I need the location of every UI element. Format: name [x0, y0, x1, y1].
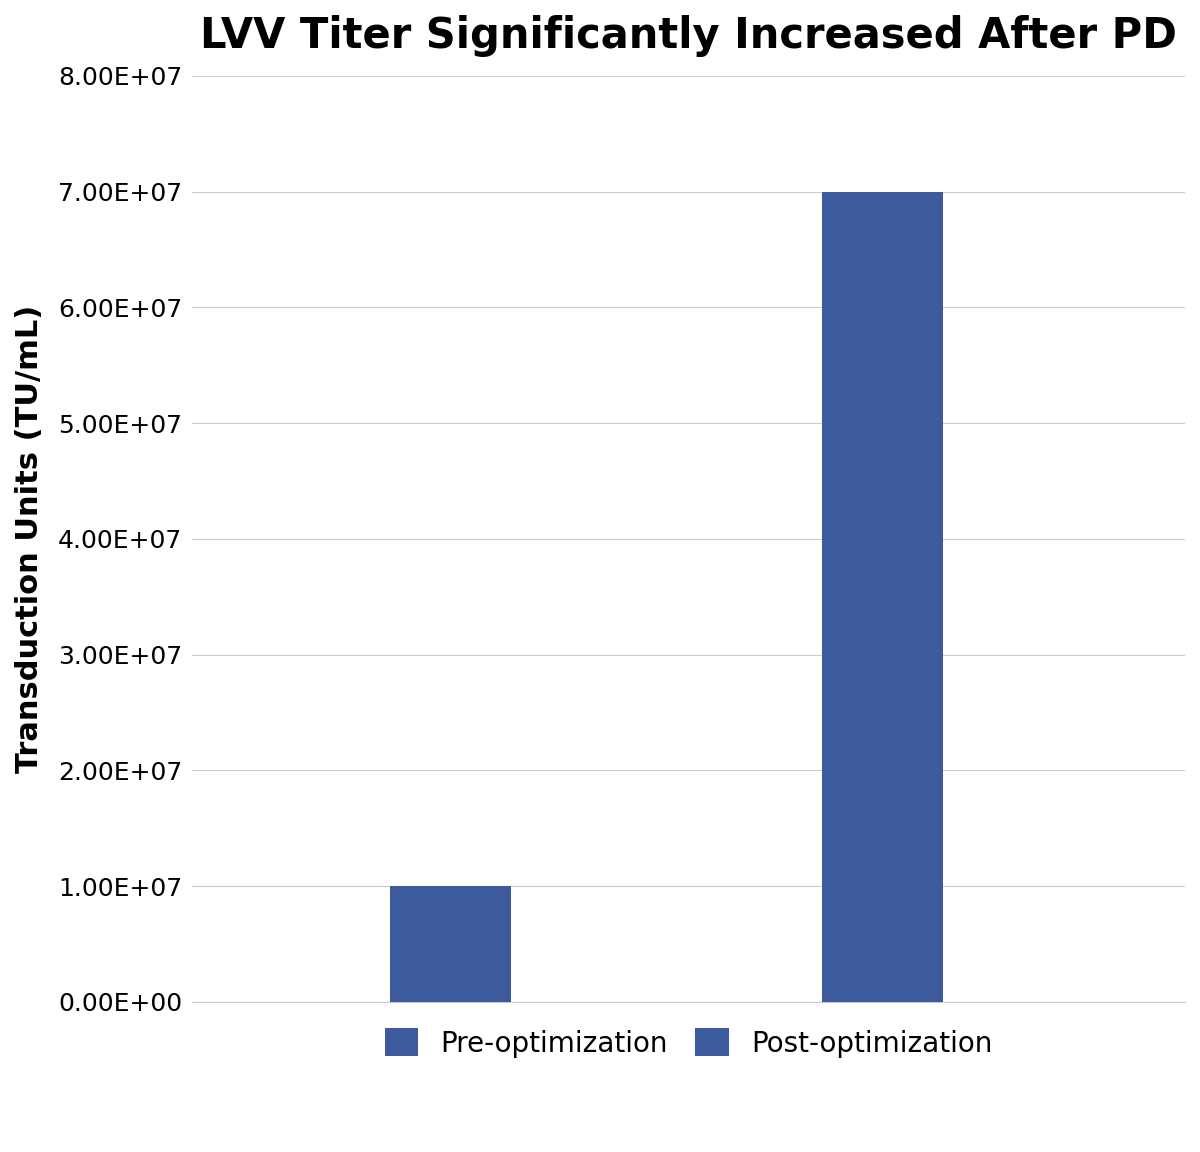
Bar	[390, 886, 511, 1002]
Y-axis label: Transduction Units (TU/mL): Transduction Units (TU/mL)	[16, 305, 44, 773]
Bar	[822, 191, 943, 1002]
Title: LVV Titer Significantly Increased After PD: LVV Titer Significantly Increased After …	[200, 15, 1177, 56]
Legend: Pre-optimization, Post-optimization: Pre-optimization, Post-optimization	[371, 1014, 1007, 1071]
